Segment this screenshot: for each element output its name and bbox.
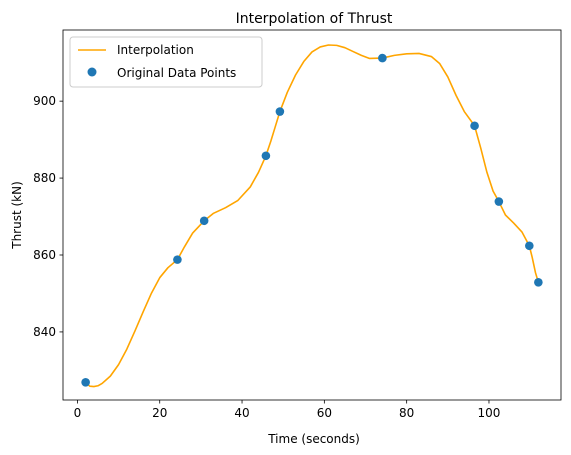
legend-box <box>69 36 263 88</box>
legend-marker-swatch <box>87 67 97 77</box>
data-point <box>275 107 285 116</box>
x-tick-label: 0 <box>74 406 82 420</box>
x-tick-label: 80 <box>399 406 414 420</box>
plot-area <box>63 30 561 400</box>
data-point <box>534 278 543 287</box>
data-point <box>261 151 271 161</box>
x-tick-label: 20 <box>152 406 167 420</box>
data-point <box>494 197 504 206</box>
y-axis-title: Thrust (kN) <box>10 181 24 250</box>
data-point <box>81 378 90 387</box>
chart-title: Interpolation of Thrust <box>236 11 393 27</box>
data-point <box>173 255 182 264</box>
y-tick-label: 900 <box>33 94 56 108</box>
legend-label-interpolation: Interpolation <box>117 43 194 57</box>
y-tick-label: 840 <box>33 325 56 339</box>
y-tick-label: 880 <box>33 171 56 185</box>
data-point <box>525 241 534 251</box>
legend-label-data-points: Original Data Points <box>117 66 236 80</box>
axis-ticks: 0 20 40 60 80 100 840 860 880 900 <box>33 94 500 420</box>
x-tick-label: 100 <box>478 406 501 420</box>
data-point <box>470 121 479 131</box>
legend: Interpolation Original Data Points <box>69 36 263 88</box>
interpolation-line <box>85 44 540 388</box>
chart-marks <box>81 44 543 388</box>
data-point <box>378 53 387 63</box>
data-point <box>199 216 209 226</box>
x-axis-title: Time (seconds) <box>267 432 360 446</box>
plot-frame <box>62 29 562 401</box>
y-tick-label: 860 <box>33 248 56 262</box>
x-tick-label: 60 <box>317 406 332 420</box>
x-tick-label: 40 <box>234 406 249 420</box>
